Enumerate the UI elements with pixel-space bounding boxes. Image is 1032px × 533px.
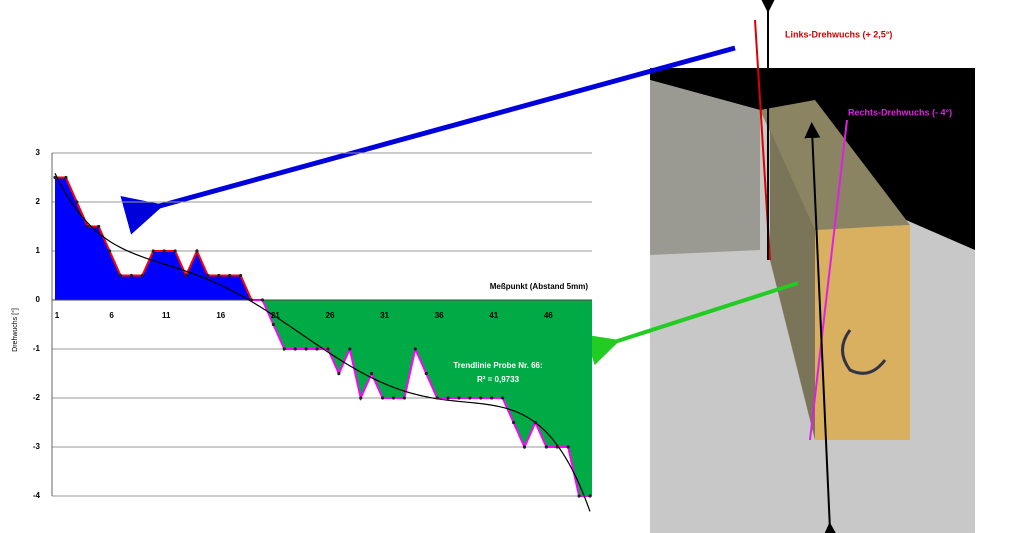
point [588, 494, 592, 498]
point [184, 273, 188, 278]
point [304, 347, 308, 351]
point [260, 298, 265, 302]
y-axis-label: Drehwuchs [°] [11, 308, 19, 352]
point [348, 347, 352, 351]
point [173, 249, 177, 253]
point [315, 347, 319, 351]
r-squared: R² = 0,9733 [477, 375, 520, 384]
y-tick-label: 3 [36, 148, 41, 157]
point [195, 249, 199, 253]
point [380, 396, 385, 400]
y-tick-label: -1 [33, 344, 41, 353]
point [391, 396, 396, 400]
point [140, 273, 144, 278]
point [479, 396, 483, 400]
x-tick-label: 6 [109, 311, 114, 320]
photo-label: Rechts-Drehwuchs (- 4°) [848, 107, 952, 117]
point [566, 445, 570, 449]
x-tick-label: 26 [326, 311, 335, 320]
y-tick-label: -2 [33, 393, 41, 402]
x-tick-label: 36 [435, 311, 444, 320]
point [107, 249, 112, 253]
x-tick-label: 46 [544, 311, 553, 320]
point [402, 396, 406, 400]
point [53, 175, 57, 180]
point [75, 200, 79, 204]
point [337, 371, 341, 376]
point [271, 322, 275, 327]
point [326, 347, 330, 351]
point [228, 273, 232, 278]
point [424, 371, 428, 376]
trend-line [54, 173, 591, 512]
point [162, 249, 166, 253]
photo-label: Links-Drehwuchs (+ 2,5°) [785, 29, 892, 39]
arrow [584, 281, 799, 366]
point [370, 371, 374, 376]
point [206, 273, 210, 278]
point [282, 347, 286, 351]
x-tick-label: 1 [55, 311, 60, 320]
point [97, 224, 101, 229]
point [293, 347, 297, 351]
point [533, 420, 538, 425]
x-tick-label: 41 [489, 311, 498, 320]
x-axis-label: Meßpunkt (Abstand 5mm) [490, 282, 589, 291]
x-tick-label: 11 [162, 311, 171, 320]
point [577, 494, 581, 498]
point [511, 420, 516, 425]
y-tick-label: -3 [33, 442, 41, 451]
point [490, 396, 494, 400]
point [446, 396, 450, 400]
point [217, 273, 221, 278]
y-tick-label: 1 [36, 246, 41, 255]
point [86, 224, 90, 229]
trend-label: Trendlinie Probe Nr. 66: [453, 361, 542, 370]
point [555, 445, 559, 449]
x-tick-label: 21 [271, 311, 280, 320]
point [501, 396, 505, 400]
point [359, 396, 363, 400]
point [64, 175, 68, 180]
line-positive [55, 176, 264, 300]
point [239, 273, 243, 278]
x-tick-label: 16 [216, 311, 225, 320]
x-tick-label: 31 [380, 311, 389, 320]
area-negative [55, 300, 592, 496]
point [457, 396, 461, 400]
photo: Links-Drehwuchs (+ 2,5°) Rechts-Drehwuch… [650, 0, 975, 533]
y-tick-label: 0 [36, 295, 41, 304]
y-tick-label: -4 [33, 491, 41, 500]
y-tick-label: 2 [36, 197, 41, 206]
point [522, 445, 527, 449]
point [435, 396, 439, 400]
point [118, 273, 123, 278]
point [468, 396, 472, 400]
point [544, 445, 548, 449]
point [129, 273, 134, 278]
point [413, 347, 417, 351]
point [151, 249, 155, 253]
point [249, 298, 254, 302]
arrow [120, 45, 736, 235]
